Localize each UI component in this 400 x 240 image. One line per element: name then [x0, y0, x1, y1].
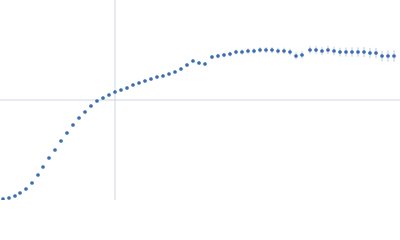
point	[282, 49, 286, 53]
point	[30, 181, 34, 185]
point	[179, 67, 183, 71]
point	[294, 54, 298, 58]
point	[326, 48, 330, 52]
point	[41, 165, 45, 169]
point	[173, 70, 177, 74]
point	[65, 131, 69, 135]
point	[258, 48, 262, 52]
point	[203, 62, 207, 66]
chart	[0, 0, 400, 200]
point	[300, 53, 304, 57]
point	[362, 50, 366, 54]
point	[210, 55, 214, 59]
point	[386, 54, 390, 58]
point	[216, 54, 220, 58]
point	[13, 194, 17, 198]
point	[47, 156, 51, 160]
point	[270, 48, 274, 52]
point	[276, 49, 280, 53]
point	[36, 173, 40, 177]
point	[197, 61, 201, 65]
point	[77, 116, 81, 120]
point	[161, 74, 165, 78]
point	[350, 50, 354, 54]
point	[368, 51, 372, 55]
point	[18, 191, 22, 195]
point	[222, 53, 226, 57]
point	[83, 110, 87, 114]
point	[314, 48, 318, 52]
point	[234, 50, 238, 54]
point	[191, 59, 195, 63]
point	[7, 196, 11, 200]
point	[95, 99, 99, 103]
point	[264, 48, 268, 52]
point	[320, 49, 324, 53]
point	[288, 50, 292, 54]
point	[374, 51, 378, 55]
point	[149, 77, 153, 81]
point	[240, 50, 244, 54]
point	[332, 49, 336, 53]
point	[137, 81, 141, 85]
point	[125, 86, 129, 90]
point	[380, 54, 384, 58]
point	[252, 49, 256, 53]
point	[131, 83, 135, 87]
point	[119, 88, 123, 92]
point	[344, 50, 348, 54]
point	[338, 50, 342, 54]
point	[143, 79, 147, 83]
point	[185, 63, 189, 67]
point	[228, 52, 232, 56]
point	[167, 72, 171, 76]
point	[1, 197, 5, 200]
point	[101, 96, 105, 100]
point	[24, 187, 28, 191]
point	[71, 123, 75, 127]
point	[356, 50, 360, 54]
point	[53, 148, 57, 152]
point	[246, 49, 250, 53]
point	[308, 48, 312, 52]
point	[89, 104, 93, 108]
point	[107, 93, 111, 97]
point	[59, 139, 63, 143]
point	[392, 54, 396, 58]
point	[155, 75, 159, 79]
point	[113, 90, 117, 94]
